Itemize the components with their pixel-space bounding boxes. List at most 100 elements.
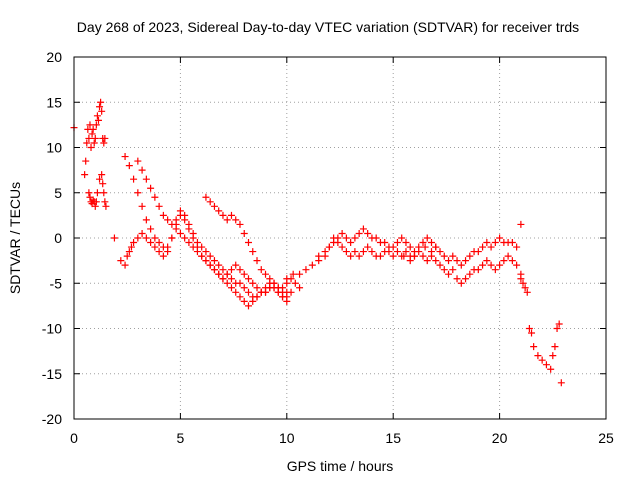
data-point: [291, 279, 299, 287]
data-point: [121, 153, 129, 161]
data-point: [389, 252, 397, 260]
data-point: [110, 234, 118, 242]
data-point: [236, 220, 244, 228]
data-point: [474, 248, 482, 256]
data-point: [538, 356, 546, 364]
data-point: [368, 248, 376, 256]
series-arc-i: [517, 275, 565, 387]
y-tick-label: 5: [54, 185, 62, 201]
data-point: [123, 252, 131, 260]
data-point: [97, 98, 105, 106]
data-point: [279, 284, 287, 292]
data-point: [466, 270, 474, 278]
data-point: [102, 202, 110, 210]
data-point: [189, 229, 197, 237]
data-point: [419, 239, 427, 247]
data-point: [215, 207, 223, 215]
x-tick-label: 10: [279, 430, 295, 446]
data-point: [121, 261, 129, 269]
data-point: [400, 252, 408, 260]
data-point: [479, 261, 487, 269]
data-point: [98, 107, 106, 115]
y-tick-label: 10: [46, 140, 62, 156]
data-point: [223, 270, 231, 278]
data-point: [393, 239, 401, 247]
data-point: [164, 248, 172, 256]
data-point: [347, 239, 355, 247]
data-point: [98, 171, 106, 179]
data-point: [521, 284, 529, 292]
data-point: [93, 189, 101, 197]
data-point: [240, 270, 248, 278]
data-point: [155, 248, 163, 256]
data-point: [82, 157, 90, 165]
data-point: [487, 243, 495, 251]
data-point: [219, 275, 227, 283]
data-point: [474, 266, 482, 274]
data-point: [92, 198, 100, 206]
data-point: [513, 261, 521, 269]
data-point: [164, 216, 172, 224]
data-point: [551, 343, 559, 351]
data-point: [81, 171, 89, 179]
data-point: [364, 229, 372, 237]
series-arc-h: [421, 220, 525, 269]
data-point: [125, 248, 133, 256]
series-arc-g: [400, 248, 525, 287]
data-point: [296, 270, 304, 278]
data-point: [168, 234, 176, 242]
data-point: [223, 216, 231, 224]
data-point: [240, 284, 248, 292]
data-point: [483, 257, 491, 265]
data-point: [376, 252, 384, 260]
y-tick-label: -5: [50, 275, 63, 291]
data-point: [223, 279, 231, 287]
data-point: [172, 216, 180, 224]
data-point: [147, 184, 155, 192]
data-point: [159, 252, 167, 260]
data-point: [462, 257, 470, 265]
data-point: [253, 257, 261, 265]
data-point: [202, 248, 210, 256]
data-point: [96, 175, 104, 183]
data-point: [181, 211, 189, 219]
data-point: [155, 239, 163, 247]
data-point: [557, 379, 565, 387]
data-point: [517, 220, 525, 228]
data-point: [283, 297, 291, 305]
data-point: [283, 275, 291, 283]
data-point: [491, 266, 499, 274]
data-point: [100, 139, 108, 147]
data-point: [359, 248, 367, 256]
data-point: [351, 234, 359, 242]
data-point: [308, 261, 316, 269]
data-point: [94, 116, 102, 124]
data-point: [99, 180, 107, 188]
data-point: [101, 134, 109, 142]
data-point: [236, 266, 244, 274]
data-point: [176, 229, 184, 237]
series-arc-early-low: [85, 171, 110, 210]
data-point: [127, 243, 135, 251]
data-point: [244, 288, 252, 296]
data-point: [198, 252, 206, 260]
y-tick-label: 20: [46, 49, 62, 65]
y-tick-labels: -20 -15 -10 -5 0 5 10 15 20: [42, 49, 62, 427]
data-point: [138, 202, 146, 210]
data-point: [402, 239, 410, 247]
data-point: [504, 252, 512, 260]
data-point: [266, 275, 274, 283]
data-point: [419, 252, 427, 260]
data-point: [432, 243, 440, 251]
data-point: [92, 121, 100, 129]
data-point: [227, 211, 235, 219]
data-point: [406, 243, 414, 251]
data-point: [355, 229, 363, 237]
data-point: [508, 239, 516, 247]
data-point: [253, 284, 261, 292]
y-tick-label: -20: [42, 411, 62, 427]
data-point: [553, 325, 561, 332]
data-point: [253, 293, 261, 301]
